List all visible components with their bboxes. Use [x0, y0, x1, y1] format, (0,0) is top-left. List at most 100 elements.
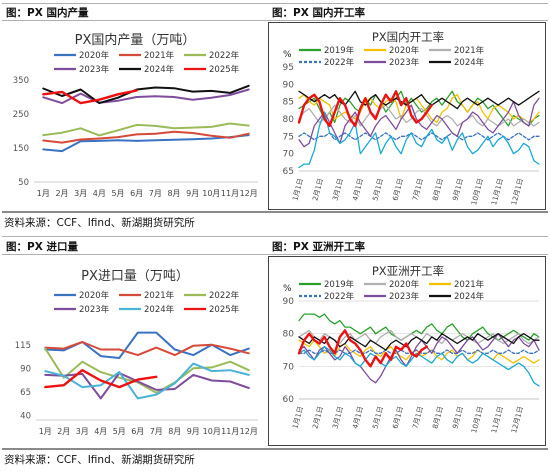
- legend-label: 2020年: [79, 290, 110, 301]
- x-tick-label: 11月: [221, 427, 239, 436]
- series-line-2024: [298, 333, 540, 351]
- legend-label: 2023年: [79, 304, 110, 315]
- x-tick-label: 6月: [130, 189, 143, 198]
- x-tick-label: 4月1日: [351, 405, 365, 429]
- series-line-2019: [298, 313, 540, 341]
- legend-label: 2019年: [324, 45, 355, 56]
- chart-svg-1: PX国内开工率% 65 70 75 80 85 90 95 1月1日 2月1日 3月1日 4月1日 5月…: [283, 30, 540, 206]
- chart-title: PX进口量（万吨）: [81, 269, 189, 284]
- x-tick-label: 12月: [240, 189, 258, 198]
- x-tick-label: 1月: [39, 427, 52, 436]
- series-line-2022: [298, 132, 540, 141]
- series-line-2024: [44, 362, 250, 400]
- legend-label: 2024年: [144, 304, 175, 315]
- y-tick-label: 70: [283, 362, 295, 372]
- y-tick-label: 75: [283, 132, 294, 142]
- y-tick-label: 115: [15, 341, 31, 351]
- legend-label: 2022年: [324, 291, 355, 302]
- series-line-2019: [298, 90, 540, 127]
- x-tick-label: 11月1日: [490, 405, 505, 434]
- x-tick-label: 6月: [131, 427, 144, 436]
- x-tick-label: 2月1日: [311, 177, 325, 201]
- legend-label: 2024年: [454, 291, 485, 302]
- import-volume-chart: PX进口量（万吨） 40 65 90 115 1月 2月 3月 4月 5月 6月 7月 8月 9月 10月 1…: [4, 256, 266, 446]
- x-tick-label: 3月: [74, 189, 87, 198]
- x-tick-label: 3月: [76, 427, 89, 436]
- y-tick-label: 85: [283, 98, 294, 108]
- legend-label: 2024年: [144, 64, 175, 75]
- x-tick-label: 1月1日: [291, 177, 305, 201]
- x-tick-label: 12月1日: [510, 405, 525, 434]
- y-tick-label: 350: [13, 76, 29, 86]
- series-line-2021: [44, 341, 250, 357]
- source-note-top: 资料来源：CCF、Ifind、新湖期货研究所: [4, 217, 195, 229]
- top-rule: [2, 3, 548, 4]
- x-tick-label: 7月1日: [411, 177, 425, 201]
- x-tick-label: 10月: [203, 427, 221, 436]
- y-tick-label: 65: [20, 388, 31, 398]
- series-line-unlabeled-6: [298, 111, 540, 169]
- domestic-operating-rate-chart: PX国内开工率% 65 70 75 80 85 90 95 1月1日 2月1日 3月1日 4月1日 5月…: [268, 22, 546, 210]
- legend-label: 2024年: [454, 57, 485, 68]
- legend-label: 2020年: [389, 279, 420, 290]
- series-line-2025: [44, 369, 158, 389]
- source-rule-top: [2, 211, 548, 213]
- caption-asia-operating-rate: 图：PX 亚洲开工率: [272, 241, 365, 253]
- legend-label: 2020年: [389, 45, 420, 56]
- caption-import-volume: 图：PX 进口量: [6, 241, 78, 253]
- x-tick-label: 4月: [93, 189, 106, 198]
- legend-label: 2022年: [209, 290, 240, 301]
- y-tick-label: 70: [283, 150, 295, 160]
- x-tick-label: 12月: [240, 427, 258, 436]
- x-tick-label: 9月: [186, 189, 199, 198]
- x-tick-label: 9月: [187, 427, 200, 436]
- x-tick-label: 11月: [221, 189, 239, 198]
- x-tick-label: 8月1日: [431, 405, 445, 429]
- x-tick-label: 3月1日: [331, 177, 345, 201]
- y-tick-label: 250: [13, 110, 29, 120]
- y-tick-label: 80: [283, 115, 295, 125]
- x-tick-label: 3月1日: [331, 405, 345, 429]
- legend-label: 2025年: [209, 304, 240, 315]
- x-tick-label: 10月1日: [470, 405, 485, 434]
- series-line-2022: [42, 122, 250, 137]
- chart-title: PX亚洲开工率: [372, 264, 444, 278]
- x-tick-label: 2月: [55, 189, 68, 198]
- series-line-2020: [42, 134, 250, 153]
- x-tick-label: 8月: [167, 189, 180, 198]
- x-tick-label: 7月: [150, 427, 163, 436]
- x-tick-label: 5月1日: [371, 177, 385, 201]
- legend-label: 2021年: [144, 50, 175, 61]
- legend-label: 2021年: [454, 45, 485, 56]
- series-line-2022: [44, 347, 250, 394]
- y-tick-label: 90: [283, 297, 295, 307]
- x-tick-label: 7月: [149, 189, 162, 198]
- caption-domestic-output: 图：PX 国内产量: [6, 7, 89, 19]
- x-tick-label: 6月1日: [391, 405, 405, 429]
- legend-label: 2019年: [324, 279, 355, 290]
- x-tick-label: 7月1日: [411, 405, 425, 429]
- legend-label: 2023年: [389, 57, 420, 68]
- caption-underline-bottom: [2, 254, 548, 255]
- x-tick-label: 2月: [57, 427, 70, 436]
- x-tick-label: 2月1日: [311, 405, 325, 429]
- legend-label: 2021年: [454, 279, 485, 290]
- x-tick-label: 1月1日: [291, 405, 305, 429]
- y-tick-label: 90: [283, 80, 295, 90]
- caption-underline-top: [2, 20, 548, 21]
- x-tick-label: 5月: [113, 427, 126, 436]
- x-tick-label: 9月1日: [451, 177, 465, 201]
- y-tick-label: 60: [283, 395, 295, 405]
- y-tick-label: 50: [18, 178, 29, 188]
- x-tick-label: 8月1日: [431, 177, 445, 201]
- x-tick-label: 8月: [168, 427, 181, 436]
- y-tick-label: 40: [20, 411, 31, 421]
- x-tick-label: 11月1日: [490, 177, 505, 206]
- y-tick-label: 80: [283, 330, 295, 340]
- x-tick-label: 5月: [111, 189, 124, 198]
- legend-label: 2023年: [79, 64, 110, 75]
- x-tick-label: 9月1日: [451, 405, 465, 429]
- y-axis-label: %: [283, 50, 292, 60]
- series-line-2021: [42, 130, 250, 144]
